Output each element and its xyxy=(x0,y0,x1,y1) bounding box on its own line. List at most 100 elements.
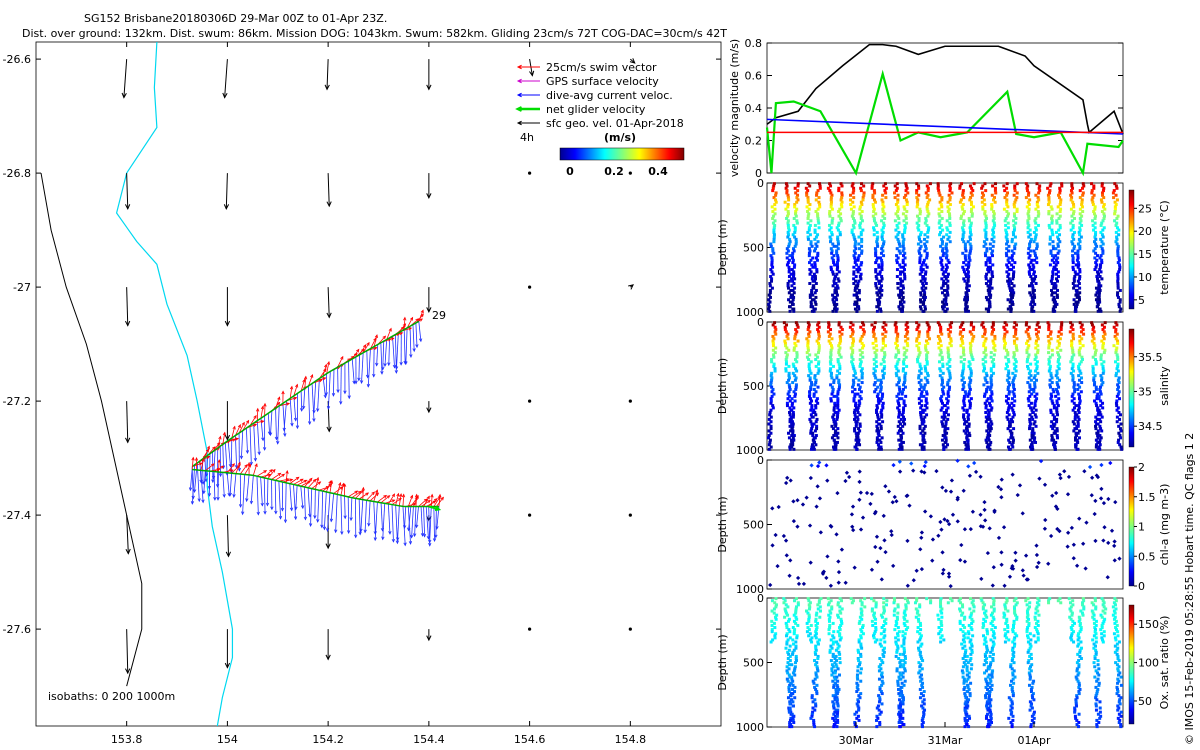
section-point xyxy=(989,394,993,398)
legend-interval-label: 4h xyxy=(520,131,534,144)
section-point xyxy=(962,348,966,352)
section-point xyxy=(1057,367,1061,371)
section-point xyxy=(1115,216,1119,220)
section-point xyxy=(941,381,945,385)
section-point xyxy=(1032,387,1036,391)
section-point xyxy=(1058,214,1062,218)
section-point xyxy=(911,578,916,583)
section-point xyxy=(1116,392,1120,396)
section-point xyxy=(899,291,903,295)
section-point xyxy=(809,463,814,468)
section-point xyxy=(882,605,886,609)
geo-vector xyxy=(222,59,228,99)
section-point xyxy=(836,256,840,260)
section-point xyxy=(914,607,918,611)
section-point xyxy=(986,434,990,438)
section-point xyxy=(872,328,876,332)
section-point xyxy=(1099,392,1103,396)
dac-vector xyxy=(402,506,407,547)
section-point xyxy=(849,203,853,207)
section-point xyxy=(788,309,792,313)
section-point xyxy=(1098,424,1102,428)
section-point xyxy=(768,582,773,588)
section-point xyxy=(829,611,833,615)
section-point xyxy=(855,434,859,438)
section-point xyxy=(769,268,773,272)
section-point xyxy=(854,404,858,408)
section-point xyxy=(835,374,839,378)
section-point xyxy=(815,665,819,669)
section-point xyxy=(1055,410,1059,414)
section-point xyxy=(857,659,861,663)
swim-vector xyxy=(231,425,236,439)
section-point xyxy=(874,718,878,722)
section-point xyxy=(1115,186,1119,190)
section-point xyxy=(875,240,879,244)
section-point xyxy=(1077,404,1081,408)
section-point xyxy=(940,286,944,290)
section-point xyxy=(807,325,811,329)
section-point xyxy=(787,244,791,248)
section-point xyxy=(1034,543,1039,548)
section-point xyxy=(968,237,972,241)
section-point xyxy=(941,390,945,394)
section-point xyxy=(1077,417,1081,421)
section-point xyxy=(944,420,948,424)
section-point xyxy=(786,661,790,665)
section-point xyxy=(1072,302,1076,306)
section-point xyxy=(1010,286,1014,290)
section-point xyxy=(1047,223,1051,227)
section-point xyxy=(984,226,988,230)
section-point xyxy=(905,332,909,336)
section-point xyxy=(896,644,900,648)
section-point xyxy=(1012,404,1016,408)
geo-vector xyxy=(326,173,332,208)
section-point xyxy=(920,390,924,394)
section-point xyxy=(874,339,878,343)
section-point xyxy=(918,258,922,262)
section-point xyxy=(808,378,812,382)
section-point xyxy=(838,661,842,665)
swim-vector xyxy=(271,472,282,480)
section-point xyxy=(830,646,834,650)
section-point xyxy=(813,634,817,638)
section-point xyxy=(831,293,835,297)
section-point xyxy=(1071,268,1075,272)
colorbar-tick-label: 1.5 xyxy=(1138,491,1156,504)
section-point xyxy=(850,355,854,359)
dac-vector xyxy=(324,373,328,397)
isobath-1000-line xyxy=(115,42,234,726)
section-point xyxy=(962,394,966,398)
section-point xyxy=(968,251,972,255)
section-point xyxy=(1076,415,1080,419)
section-point xyxy=(1092,184,1096,188)
section-point xyxy=(825,478,830,483)
section-point xyxy=(863,605,867,609)
section-point xyxy=(991,228,995,232)
section-point xyxy=(880,394,884,398)
section-point xyxy=(837,270,841,274)
section-point xyxy=(1071,186,1075,190)
section-point xyxy=(791,714,795,718)
section-point xyxy=(772,364,776,368)
section-point xyxy=(830,249,834,253)
section-point xyxy=(878,291,882,295)
section-point xyxy=(816,362,820,366)
section-point xyxy=(982,244,986,248)
section-point xyxy=(882,205,886,209)
section-point xyxy=(967,263,971,267)
section-point xyxy=(770,623,774,627)
section-point xyxy=(1054,258,1058,262)
section-point xyxy=(1078,226,1082,230)
section-point xyxy=(835,261,839,265)
section-point xyxy=(1012,355,1016,359)
section-point xyxy=(1071,420,1075,424)
section-point xyxy=(832,394,836,398)
section-point xyxy=(902,300,906,304)
section-point xyxy=(987,410,991,414)
section-point xyxy=(949,478,955,483)
section-point xyxy=(972,460,977,466)
section-point xyxy=(940,383,944,387)
section-point xyxy=(840,621,844,625)
section-point xyxy=(785,184,789,188)
